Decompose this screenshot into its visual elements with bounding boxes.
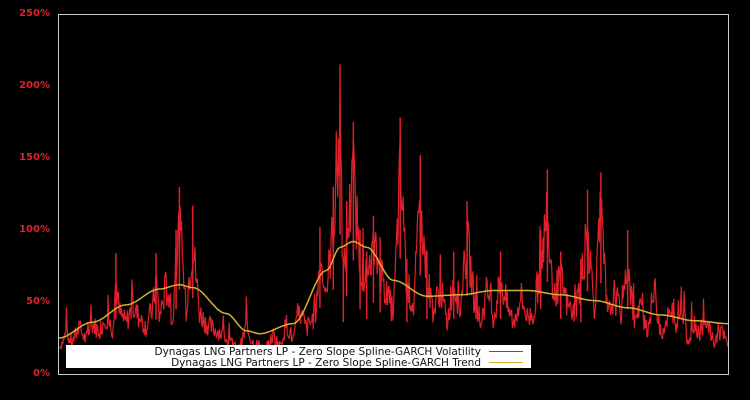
volatility-line <box>59 84 729 351</box>
y-tick-label: 200% <box>19 80 50 91</box>
plot-area <box>58 64 729 351</box>
y-tick-label: 50% <box>26 296 50 307</box>
legend-swatch-red <box>489 351 523 352</box>
legend-item-volatility: Dynagas LNG Partners LP - Zero Slope Spl… <box>154 345 523 358</box>
legend-item-trend: Dynagas LNG Partners LP - Zero Slope Spl… <box>171 356 523 369</box>
y-tick-label: 250% <box>19 8 50 19</box>
plot-frame <box>58 14 729 375</box>
chart-legend: Dynagas LNG Partners LP - Zero Slope Spl… <box>66 345 531 369</box>
trend-line <box>58 240 728 339</box>
legend-swatch-yellow <box>489 362 523 363</box>
legend-label: Dynagas LNG Partners LP - Zero Slope Spl… <box>171 356 481 369</box>
legend-label: Dynagas LNG Partners LP - Zero Slope Spl… <box>154 345 481 358</box>
y-tick-label: 150% <box>19 152 50 163</box>
y-tick-label: 100% <box>19 224 50 235</box>
y-tick-label: 0% <box>33 368 50 379</box>
